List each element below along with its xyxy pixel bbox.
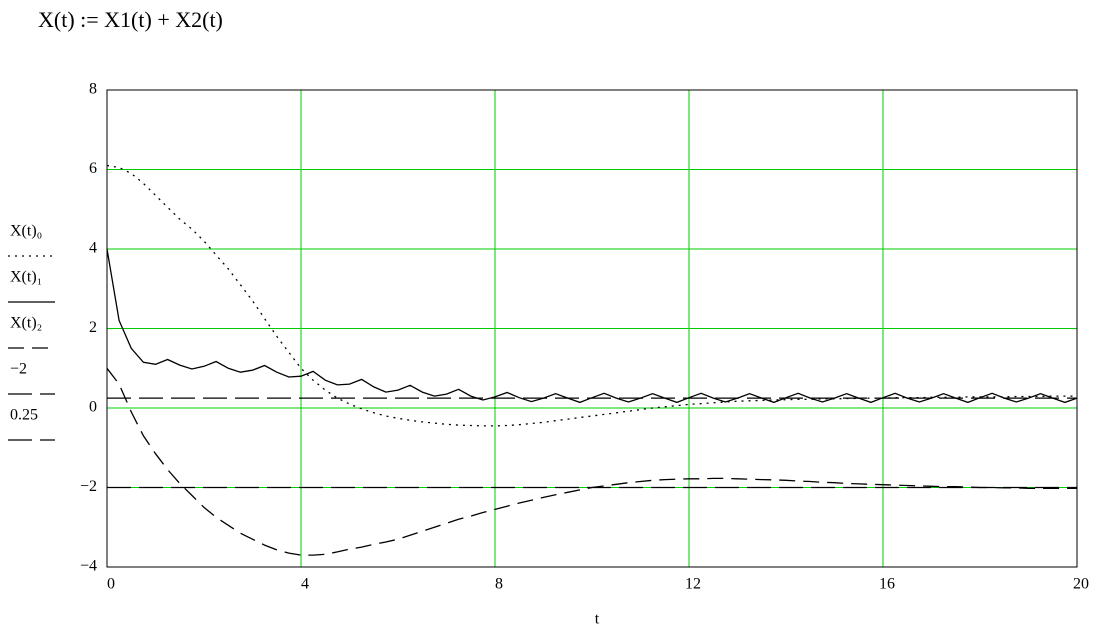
legend-label: 0.25 (10, 407, 38, 424)
y-tick-label: 4 (89, 240, 97, 257)
series-line (106, 248, 1078, 404)
x-tick-label: 8 (495, 576, 503, 593)
formula: X(t) := X1(t) + X2(t) (38, 7, 223, 32)
legend-label: X(t)₁ (10, 269, 42, 286)
series-line (106, 164, 1077, 427)
x-tick-label: 4 (301, 576, 309, 593)
y-tick-label: 6 (89, 160, 97, 177)
series-line (106, 367, 1077, 556)
x-tick-label: 20 (1073, 576, 1089, 593)
x-axis-label: t (595, 611, 600, 628)
x-tick-label: 16 (879, 576, 895, 593)
x-tick-label: 0 (107, 576, 115, 593)
y-tick-label: 0 (89, 399, 97, 416)
legend-label: X(t)₀ (10, 223, 42, 240)
y-tick-label: 8 (89, 81, 97, 98)
legend-label: −2 (10, 361, 27, 378)
legend-label: X(t)₂ (10, 315, 42, 332)
plot-frame (106, 89, 1078, 568)
x-tick-label: 12 (685, 576, 701, 593)
y-tick-label: 2 (89, 319, 97, 336)
y-tick-label: −4 (80, 558, 97, 575)
y-tick-label: −2 (80, 478, 97, 495)
